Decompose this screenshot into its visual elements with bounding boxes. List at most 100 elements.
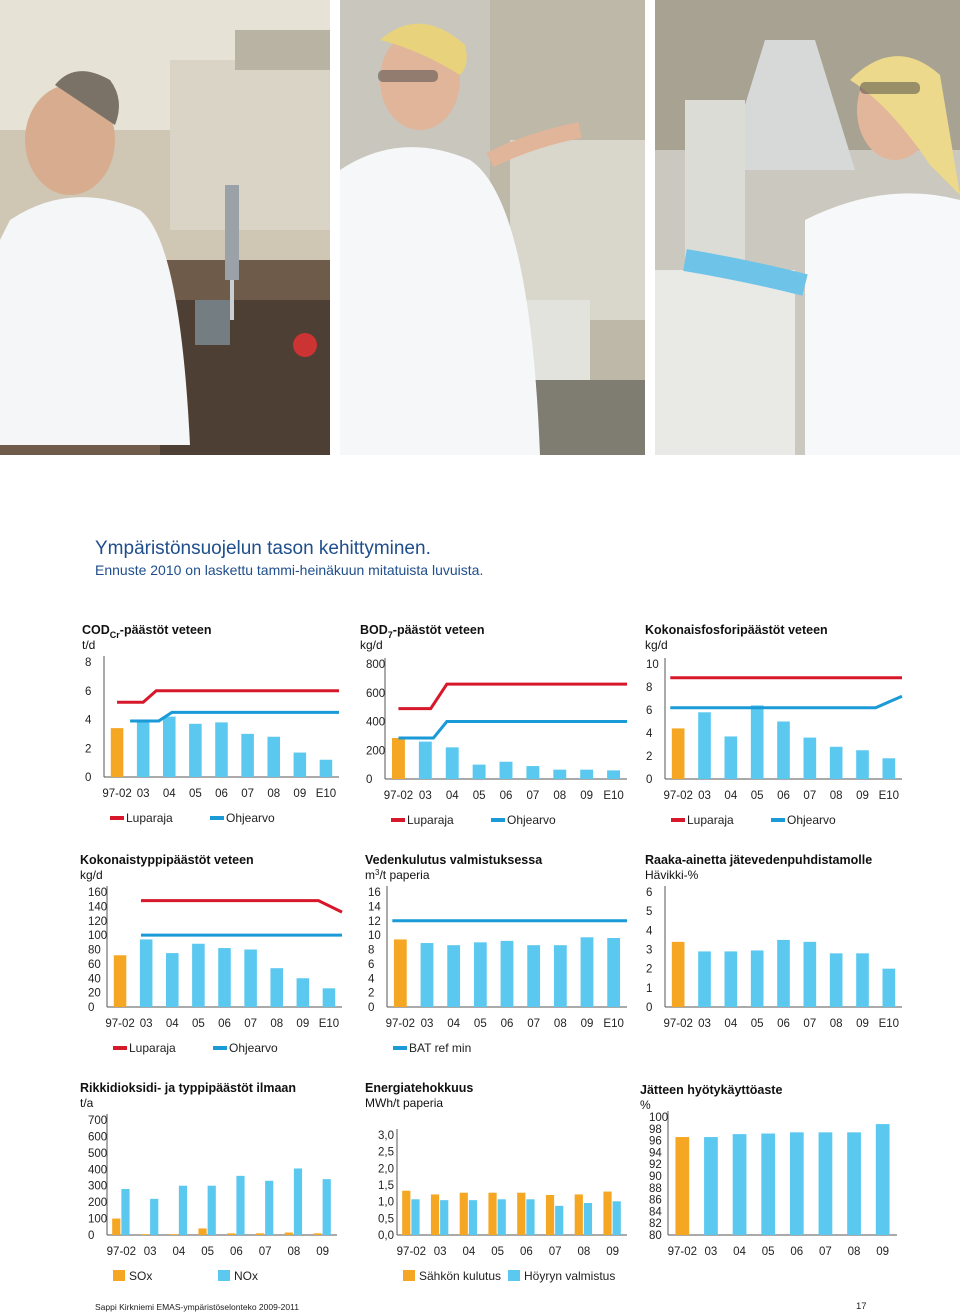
chart-7: Rikkidioksidi- ja typpipäästöt ilmaan t/a…	[80, 1080, 345, 1285]
legend-label: Ohjearvo	[507, 813, 556, 827]
chart-title: Raaka-ainetta jätevedenpuhdistamolle	[645, 853, 872, 867]
chart-unit: Hävikki-%	[645, 868, 699, 882]
bar-NOx	[121, 1189, 130, 1235]
y-tick-label: 200	[366, 745, 385, 757]
x-tick-label: 07	[819, 1246, 832, 1258]
legend-label: BAT ref min	[409, 1041, 471, 1055]
legend-swatch	[508, 1270, 520, 1281]
bar-Sähkön kulutus	[517, 1192, 526, 1235]
bar	[847, 1132, 861, 1235]
x-tick-label: 03	[419, 790, 432, 802]
y-tick-label: 4	[646, 728, 653, 740]
bar	[829, 746, 843, 779]
y-tick-label: 0	[85, 772, 91, 784]
bar	[166, 953, 179, 1007]
bar-Höyryn valmistus	[497, 1199, 506, 1235]
x-tick-label: 04	[447, 1018, 460, 1030]
bar-Höyryn valmistus	[440, 1200, 449, 1235]
x-tick-label: 08	[553, 790, 566, 802]
x-tick-label: 09	[293, 788, 306, 800]
y-tick-label: 300	[88, 1181, 107, 1193]
x-tick-label: 03	[137, 788, 150, 800]
x-tick-label: 07	[241, 788, 254, 800]
x-tick-label: 04	[724, 790, 737, 802]
x-tick-label: 06	[230, 1246, 243, 1258]
legend-label: Luparaja	[129, 1041, 176, 1055]
bar-SOx	[313, 1233, 322, 1235]
bar-Höyryn valmistus	[555, 1205, 564, 1235]
bar	[789, 1132, 804, 1235]
bar	[761, 1133, 776, 1235]
x-tick-label: 07	[549, 1246, 562, 1258]
y-tick-label: 5	[646, 906, 652, 918]
legend-label: Sähkön kulutus	[419, 1269, 501, 1283]
line-Ohjearvo	[670, 694, 903, 710]
y-tick-label: 600	[88, 1131, 107, 1143]
x-tick-label: 06	[520, 1246, 533, 1258]
x-tick-label: 08	[554, 1018, 567, 1030]
bar	[418, 741, 432, 779]
figure-caption: Ympäristönsuojelun tason kehittyminen. E…	[95, 538, 483, 578]
chart-title: Jätteen hyötykäyttöaste	[640, 1083, 782, 1097]
chart-title-main: Vedenkulutus valmistuksessa	[365, 853, 543, 867]
chart-title-sub: 7	[388, 630, 393, 640]
chart-unit: kg/d	[360, 638, 383, 652]
y-tick-label: 84	[649, 1206, 662, 1218]
x-tick-label: 06	[215, 788, 228, 800]
bar-Sähkön kulutus	[488, 1192, 497, 1235]
bar	[218, 948, 231, 1007]
x-tick-label: 05	[201, 1246, 214, 1258]
y-tick-label: 12	[368, 916, 381, 928]
y-tick-label: 160	[88, 887, 107, 899]
x-tick-label: 09	[581, 1018, 594, 1030]
bar	[192, 943, 205, 1007]
x-tick-label: 06	[777, 1018, 790, 1030]
y-tick-label: 3,0	[378, 1130, 394, 1142]
x-tick-label: 05	[491, 1246, 504, 1258]
legend-label: SOx	[129, 1269, 152, 1283]
x-tick-label: 07	[244, 1018, 257, 1030]
x-tick-label: 08	[267, 788, 280, 800]
chart-1: CODCr-päästöt veteen t/d 0 2 4 6 8 97-02 03 04 05 0…	[82, 622, 347, 825]
bar-SOx	[227, 1233, 236, 1235]
bar	[882, 758, 896, 779]
bar	[875, 1124, 890, 1235]
chart-4: Kokonaistyppipäästöt veteen kg/d 0 20 40 60 80…	[80, 852, 350, 1055]
legend-label: Ohjearvo	[229, 1041, 278, 1055]
legend-label: NOx	[234, 1269, 258, 1283]
chart-title: Energiatehokkuus	[365, 1081, 473, 1095]
y-tick-label: 2	[85, 743, 91, 755]
x-tick-label: 06	[500, 790, 513, 802]
chart-2: BOD7-päästöt veteen kg/d 0 200 400 600 800 97-0…	[360, 622, 635, 827]
bar	[856, 750, 869, 779]
x-tick-label: 09	[580, 790, 593, 802]
legend-swatch	[218, 1270, 230, 1281]
y-tick-label: 500	[88, 1148, 107, 1160]
chart-title-main: Raaka-ainetta jätevedenpuhdistamolle	[645, 853, 872, 867]
x-tick-label: 97-02	[386, 1018, 415, 1030]
bar-Sähkön kulutus	[545, 1195, 555, 1235]
chart-unit-sup: 3	[375, 868, 380, 877]
bar	[241, 733, 254, 777]
y-tick-label: 400	[366, 717, 385, 729]
x-tick-label: 04	[462, 1246, 475, 1258]
legend-swatch	[110, 816, 124, 820]
bar	[472, 764, 486, 779]
chart-title-main: Jätteen hyötykäyttöaste	[640, 1083, 782, 1097]
x-tick-label: 05	[762, 1246, 775, 1258]
x-tick-label: 03	[698, 790, 711, 802]
x-tick-label: 04	[166, 1018, 179, 1030]
y-tick-label: 4	[368, 973, 375, 985]
y-tick-label: 6	[646, 887, 652, 899]
chart-title: Vedenkulutus valmistuksessa	[365, 853, 543, 867]
y-tick-label: 2,5	[378, 1147, 394, 1159]
y-tick-label: 800	[366, 659, 385, 671]
bar	[580, 769, 594, 779]
y-tick-label: 200	[88, 1197, 107, 1209]
x-tick-label: 08	[270, 1018, 283, 1030]
bar	[293, 752, 307, 777]
bar	[526, 766, 540, 779]
y-tick-label: 98	[649, 1124, 662, 1136]
caption-title: Ympäristönsuojelun tason kehittyminen.	[95, 538, 431, 559]
y-tick-label: 140	[88, 901, 107, 913]
